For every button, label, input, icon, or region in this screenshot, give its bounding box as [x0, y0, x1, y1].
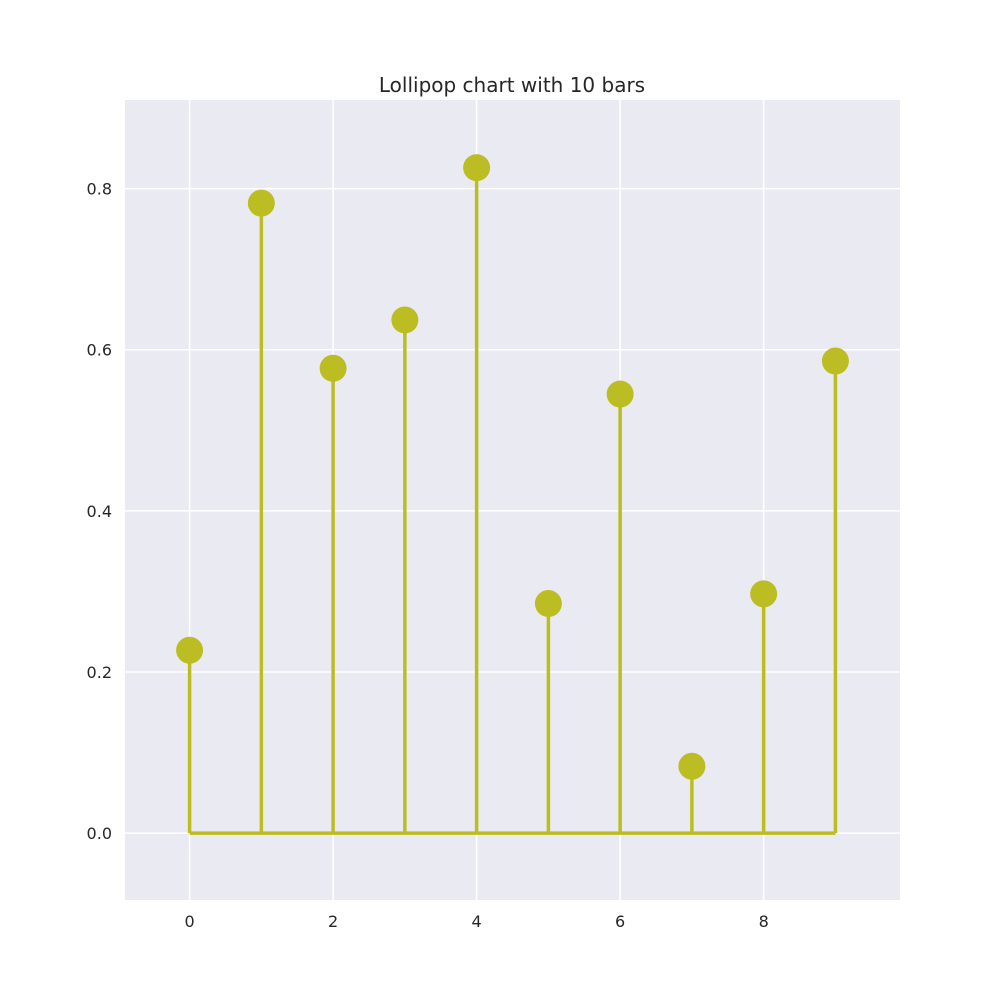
- marker-2: [319, 354, 347, 382]
- markers-group: [176, 154, 849, 780]
- y-tick-label: 0.2: [87, 663, 112, 682]
- y-tick-label: 0.8: [87, 180, 112, 199]
- stems-group: [187, 167, 838, 834]
- y-tick-label: 0.6: [87, 341, 112, 360]
- y-tick-label: 0.0: [87, 824, 112, 843]
- y-tick-label: 0.4: [87, 502, 112, 521]
- marker-1: [247, 189, 275, 217]
- y-tick-labels: 0.0 0.2 0.4 0.6 0.8: [87, 180, 112, 844]
- x-tick-label: 6: [615, 912, 625, 931]
- marker-4: [463, 154, 491, 182]
- marker-6: [606, 380, 634, 408]
- x-tick-label: 0: [184, 912, 194, 931]
- marker-0: [176, 636, 204, 664]
- marker-3: [391, 306, 419, 334]
- chart-title: Lollipop chart with 10 bars: [379, 73, 645, 97]
- marker-5: [534, 590, 562, 618]
- x-tick-labels: 0 2 4 6 8: [184, 912, 768, 931]
- x-tick-label: 8: [759, 912, 769, 931]
- x-tick-label: 2: [328, 912, 338, 931]
- marker-7: [678, 752, 706, 780]
- plot-area: [125, 100, 900, 900]
- marker-9: [821, 347, 849, 375]
- x-tick-label: 4: [472, 912, 482, 931]
- marker-8: [750, 580, 778, 608]
